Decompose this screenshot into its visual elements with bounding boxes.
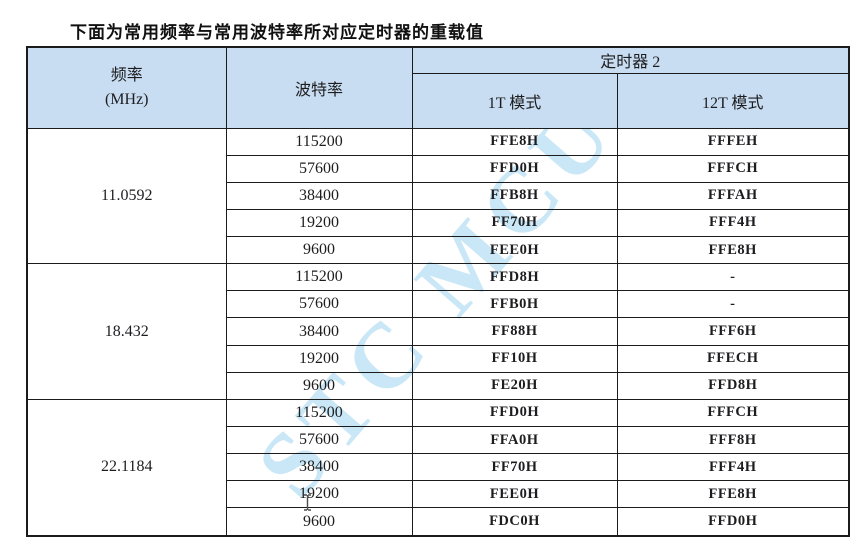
cell-timer-12t: FFE8H — [616, 480, 850, 509]
cell-timer-1t: FFB8H — [411, 181, 618, 210]
cell-timer-1t: FF10H — [411, 344, 618, 373]
cell-baud: 9600 — [225, 371, 413, 400]
cell-timer-1t: FEE0H — [411, 480, 618, 509]
page-title: 下面为常用频率与常用波特率所对应定时器的重载值 — [70, 23, 484, 42]
cell-baud: 57600 — [225, 426, 413, 455]
cell-timer-12t: FFFCH — [616, 154, 850, 183]
table-row: 22.1184 115200 FFD0H FFFCH — [26, 398, 850, 537]
table-row: 57600 FFD0H FFFCH — [27, 154, 850, 183]
cell-baud: 115200 — [225, 263, 413, 292]
cell-timer-1t: FFB0H — [411, 290, 618, 319]
cell-timer-12t: FFF6H — [616, 317, 850, 346]
table-row: 19200 FEE0H FFE8H — [27, 480, 850, 509]
cell-timer-1t: FFD8H — [411, 263, 618, 292]
cell-timer-12t: FFD0H — [616, 507, 850, 537]
cell-timer-1t: FDC0H — [411, 507, 618, 537]
header-mode-1t: 1T 模式 — [411, 72, 618, 129]
reload-value-table: 频率 (MHz) 波特率 定时器 2 1T 模式 12T 模式 11.0592 … — [26, 46, 851, 537]
table-row: 9600 FEE0H FFE8H — [27, 236, 850, 265]
cell-baud: 19200 — [225, 344, 413, 373]
table-row: 9600 FDC0H FFD0H — [27, 507, 850, 537]
cell-timer-1t: FE20H — [411, 371, 618, 400]
header-mode-12t: 12T 模式 — [616, 72, 850, 129]
table-row: 38400 FFB8H FFFAH — [27, 181, 850, 210]
table-row: 57600 FFB0H - — [27, 290, 850, 319]
cell-timer-1t: FFD0H — [411, 398, 618, 428]
cell-timer-12t: FFFCH — [616, 398, 850, 428]
cell-timer-1t: FF70H — [411, 453, 618, 482]
header-frequency: 频率 (MHz) — [26, 46, 227, 129]
cell-baud: 38400 — [225, 317, 413, 346]
cell-timer-12t: FFFAH — [616, 181, 850, 210]
cell-timer-12t: FFD8H — [616, 371, 850, 400]
cell-baud: 57600 — [225, 290, 413, 319]
cell-timer-1t: FEE0H — [411, 236, 618, 265]
cell-timer-12t: FFFEH — [616, 127, 850, 156]
cell-baud: 38400 — [225, 453, 413, 482]
cell-timer-12t: - — [616, 263, 850, 292]
header-row-top: 频率 (MHz) 波特率 定时器 2 — [26, 46, 850, 129]
header-row-sub: 1T 模式 12T 模式 — [27, 72, 850, 129]
cell-timer-12t: FFF4H — [616, 453, 850, 482]
cell-timer-1t: FFD0H — [411, 154, 618, 183]
cell-baud: 9600 — [225, 507, 413, 537]
header-frequency-label: 频率 — [110, 66, 143, 84]
cell-baud: 9600 — [225, 236, 413, 265]
cell-timer-1t: FF88H — [411, 317, 618, 346]
cell-baud: 38400 — [225, 181, 413, 210]
cell-timer-12t: FFECH — [616, 344, 850, 373]
cell-timer-12t: FFF4H — [616, 208, 850, 238]
table-row: 18.432 115200 FFD8H - — [26, 263, 850, 400]
cell-timer-1t: FF70H — [411, 208, 618, 238]
cell-frequency: 11.0592 — [26, 127, 227, 265]
cell-baud: 57600 — [225, 154, 413, 183]
cell-timer-12t: - — [616, 290, 850, 319]
cell-timer-1t: FFE8H — [411, 127, 618, 156]
cell-baud: 19200 — [225, 208, 413, 238]
cell-baud: 19200 — [225, 480, 413, 509]
cell-baud: 115200 — [225, 398, 413, 428]
cell-frequency: 22.1184 — [26, 398, 227, 537]
cell-timer-12t: FFE8H — [616, 236, 850, 265]
table-row: 11.0592 115200 FFE8H FFFEH — [26, 127, 850, 265]
header-baud: 波特率 — [225, 46, 413, 129]
cell-timer-12t: FFF8H — [616, 426, 850, 455]
header-timer2: 定时器 2 — [411, 46, 850, 74]
table-row: 19200 FF70H FFF4H — [27, 208, 850, 238]
header-frequency-unit: (MHz) — [104, 90, 149, 108]
cell-frequency: 18.432 — [26, 263, 227, 400]
cell-baud: 115200 — [225, 127, 413, 156]
cell-timer-1t: FFA0H — [411, 426, 618, 455]
